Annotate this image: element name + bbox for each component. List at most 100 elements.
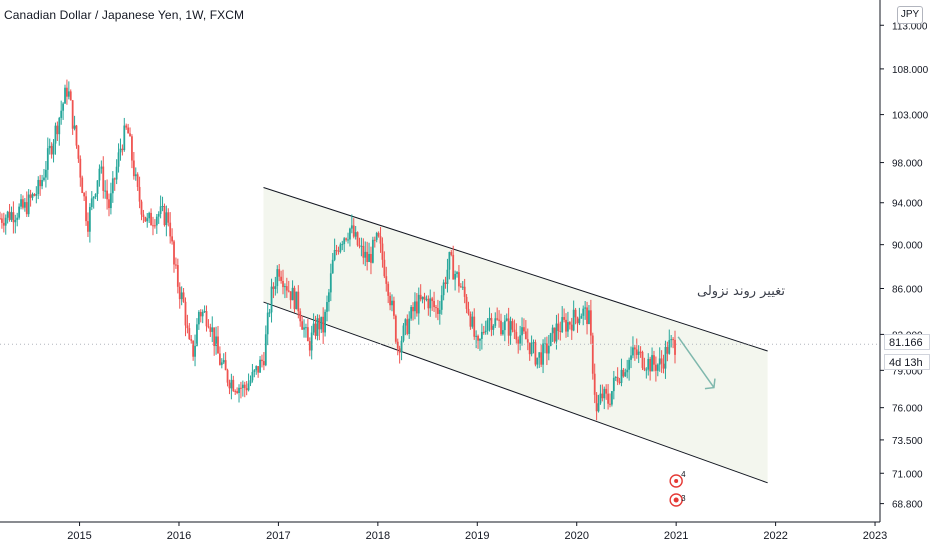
candle-body [616,376,619,382]
candle-body [599,393,602,404]
candle-body [377,232,380,237]
candle-body [251,371,254,381]
candle-body [337,250,340,252]
candle-body [379,236,382,244]
candle-body [159,206,162,214]
candle-body [266,312,269,335]
candle-body [567,322,569,332]
candle-body [253,370,256,372]
candle-body [203,311,206,313]
candle-body [370,253,372,263]
candle-body [393,300,395,316]
candle-body [561,317,564,332]
candle-body [469,313,472,327]
candle-body [54,125,57,144]
time-tick-label: 2021 [664,530,688,542]
candle-body [660,358,663,364]
candle-body [545,343,548,354]
candle-body [371,239,374,263]
candle-body [96,180,99,194]
candle-body [186,325,189,329]
candle-body [488,317,491,321]
event-count-label: 4 [681,470,686,479]
candle-body [417,294,420,314]
candle-body [580,315,583,319]
candle-body [20,199,22,207]
candle-body [526,339,529,343]
candle-body [641,351,644,368]
time-tick-label: 2018 [366,530,390,542]
candle-body [515,331,518,340]
candle-body [39,179,42,187]
candle-body [22,199,24,208]
candle-body [475,335,478,337]
candle-body [605,388,608,394]
candle-body [215,336,217,347]
candle-body [551,327,554,334]
candle-body [131,136,133,161]
price-tick-label: 98.000 [892,159,923,170]
candle-body [456,272,458,274]
candle-body [295,291,298,310]
candle-body [25,202,28,215]
candle-body [345,238,348,240]
candle-body [415,301,418,314]
candle-body [542,343,544,365]
time-axis[interactable]: 2015 2016 2017 2018 2019 2020 2021 2022 2023 [0,521,887,542]
currency-button[interactable]: JPY [897,6,923,24]
time-tick-label: 2016 [167,530,191,542]
candle-body [303,327,305,330]
candle-body [538,352,541,358]
candle-body [224,360,227,371]
candle-body [278,269,281,277]
candle-body [607,393,609,404]
candle-body [589,310,592,336]
candle-body [104,190,107,192]
candle-body [354,232,357,237]
price-tick-label: 103.000 [892,111,929,122]
candle-body [134,174,137,177]
candle-body [436,307,439,314]
candle-body [435,307,437,309]
trend-arrow-head [704,378,716,390]
candle-body [425,298,428,300]
candle-body [31,194,34,198]
candle-body [458,272,460,287]
candle-body [163,205,166,226]
price-tick-label: 71.000 [892,469,923,480]
candle-body [194,345,196,357]
price-axis[interactable]: 68.80071.00073.50076.00079.00082.00086.0… [879,0,929,522]
candle-body [404,319,407,326]
candle-body [513,329,516,332]
candle-body [173,241,175,265]
candle-body [410,306,413,319]
candle-body [486,320,489,331]
candle-body [14,219,17,223]
candle-body [249,380,252,384]
candle-body [524,331,527,340]
candle-body [500,320,502,335]
candle-body [106,190,108,200]
channel-lower-line [263,301,768,484]
candle-body [310,332,313,351]
candle-body [213,327,216,347]
last-price-badge: 81.166 [884,334,930,350]
candle-body [603,388,606,399]
candle-body [140,201,143,215]
candle-body [408,318,411,334]
candle-body [282,280,284,288]
candle-body [60,110,63,118]
candle-body [521,327,523,336]
candle-body [347,239,349,241]
candle-body [328,292,330,303]
candle-body [35,194,38,196]
candle-body [113,178,116,180]
candle-body [637,351,640,355]
candle-body [419,294,422,300]
candle-body [115,166,118,180]
candle-body [507,318,510,336]
candle-body [314,323,317,336]
trend-change-annotation[interactable]: تغییر روند نزولی [697,284,786,299]
candle-body [142,214,145,217]
